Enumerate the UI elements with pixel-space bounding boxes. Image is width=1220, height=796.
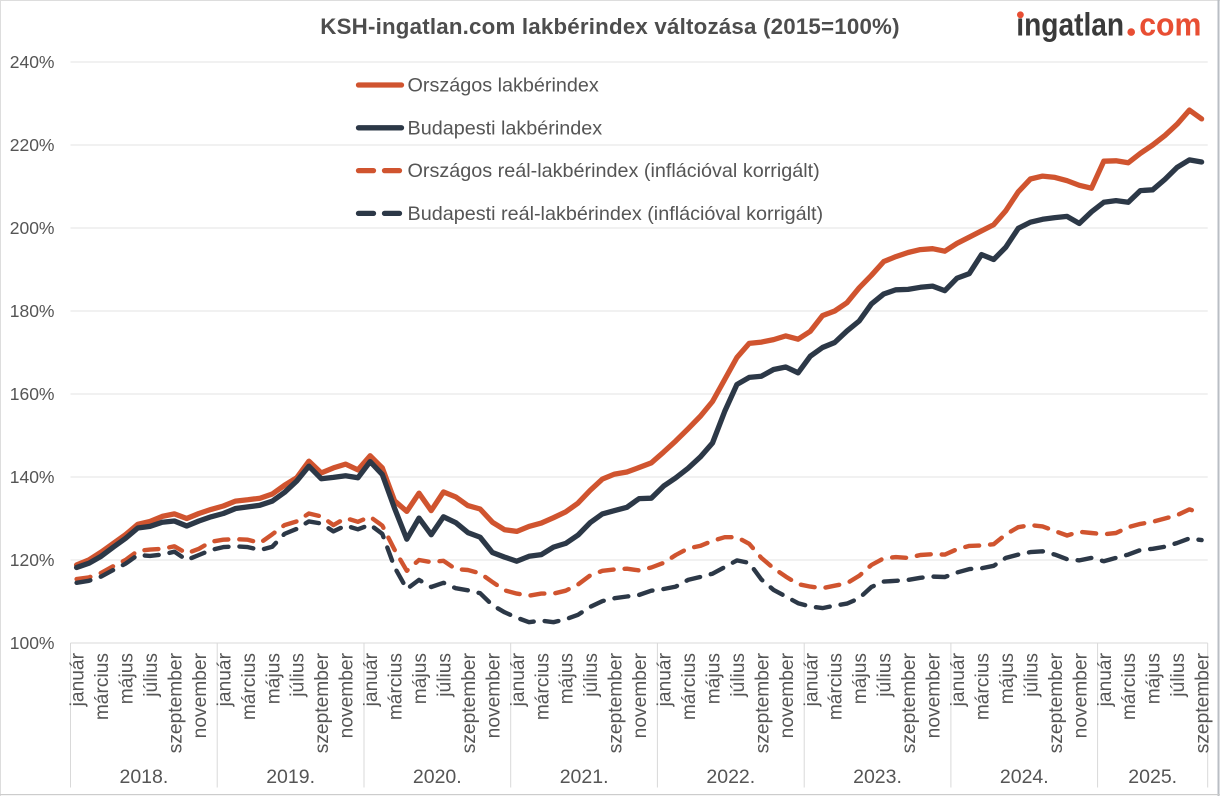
svg-text:szeptember: szeptember — [1046, 652, 1067, 753]
svg-text:július: július — [1168, 653, 1189, 698]
svg-text:2019.: 2019. — [266, 766, 315, 788]
svg-text:szeptember: szeptember — [165, 652, 186, 753]
svg-text:január: január — [508, 652, 529, 707]
svg-text:240%: 240% — [10, 52, 55, 72]
svg-text:január: január — [948, 652, 969, 707]
svg-text:2025.: 2025. — [1128, 766, 1177, 788]
svg-text:2018.: 2018. — [119, 766, 168, 788]
svg-text:március: március — [532, 653, 553, 720]
svg-text:100%: 100% — [10, 633, 55, 653]
svg-text:július: július — [728, 653, 749, 698]
svg-text:Országos reál-lakbérindex (inf: Országos reál-lakbérindex (inflációval k… — [408, 160, 820, 182]
svg-text:május: május — [1144, 653, 1165, 704]
svg-text:november: november — [483, 652, 504, 738]
svg-text:július: július — [435, 653, 456, 698]
svg-text:szeptember: szeptember — [899, 652, 920, 753]
svg-text:március: március — [239, 653, 260, 720]
svg-text:Budapesti reál-lakbérindex (in: Budapesti reál-lakbérindex (inflációval … — [408, 203, 824, 225]
svg-text:com: com — [1139, 7, 1201, 43]
svg-text:szeptember: szeptember — [459, 652, 480, 753]
svg-text:március: március — [92, 653, 113, 720]
svg-text:140%: 140% — [10, 467, 55, 487]
svg-text:január: január — [801, 652, 822, 707]
svg-text:2021.: 2021. — [560, 766, 609, 788]
svg-text:július: július — [581, 653, 602, 698]
svg-text:július: július — [288, 653, 309, 698]
svg-text:május: május — [557, 653, 578, 704]
svg-text:szeptember: szeptember — [606, 652, 627, 753]
svg-text:szeptember: szeptember — [1193, 652, 1214, 753]
svg-text:január: január — [655, 652, 676, 707]
svg-text:május: május — [850, 653, 871, 704]
svg-text:szeptember: szeptember — [752, 652, 773, 753]
svg-text:220%: 220% — [10, 135, 55, 155]
svg-text:január: január — [1095, 652, 1116, 707]
svg-text:november: november — [924, 652, 945, 738]
svg-text:május: május — [410, 653, 431, 704]
svg-text:január: január — [361, 652, 382, 707]
svg-text:január: január — [68, 652, 89, 707]
svg-text:200%: 200% — [10, 218, 55, 238]
svg-text:160%: 160% — [10, 384, 55, 404]
svg-text:Budapesti lakbérindex: Budapesti lakbérindex — [408, 117, 603, 139]
svg-text:március: március — [826, 653, 847, 720]
svg-text:november: november — [337, 652, 358, 738]
svg-text:május: május — [704, 653, 725, 704]
svg-text:július: július — [1021, 653, 1042, 698]
svg-text:2022.: 2022. — [706, 766, 755, 788]
svg-text:180%: 180% — [10, 301, 55, 321]
svg-text:május: május — [997, 653, 1018, 704]
svg-text:november: november — [1070, 652, 1091, 738]
svg-text:szeptember: szeptember — [312, 652, 333, 753]
svg-text:ıngatlan: ıngatlan — [1016, 7, 1124, 43]
svg-text:november: november — [777, 652, 798, 738]
svg-text:2020.: 2020. — [413, 766, 462, 788]
svg-text:2024.: 2024. — [1000, 766, 1049, 788]
svg-text:november: november — [630, 652, 651, 738]
svg-text:március: március — [1119, 653, 1140, 720]
svg-text:május: május — [117, 653, 138, 704]
svg-text:július: július — [875, 653, 896, 698]
svg-text:március: március — [386, 653, 407, 720]
svg-text:2023.: 2023. — [853, 766, 902, 788]
svg-text:március: március — [973, 653, 994, 720]
svg-text:120%: 120% — [10, 550, 55, 570]
svg-text:március: március — [679, 653, 700, 720]
svg-text:január: január — [214, 652, 235, 707]
svg-text:július: július — [141, 653, 162, 698]
svg-text:november: november — [190, 652, 211, 738]
svg-text:KSH-ingatlan.com lakbérindex v: KSH-ingatlan.com lakbérindex változása (… — [320, 14, 899, 39]
svg-text:Országos lakbérindex: Országos lakbérindex — [408, 75, 599, 97]
svg-text:május: május — [263, 653, 284, 704]
